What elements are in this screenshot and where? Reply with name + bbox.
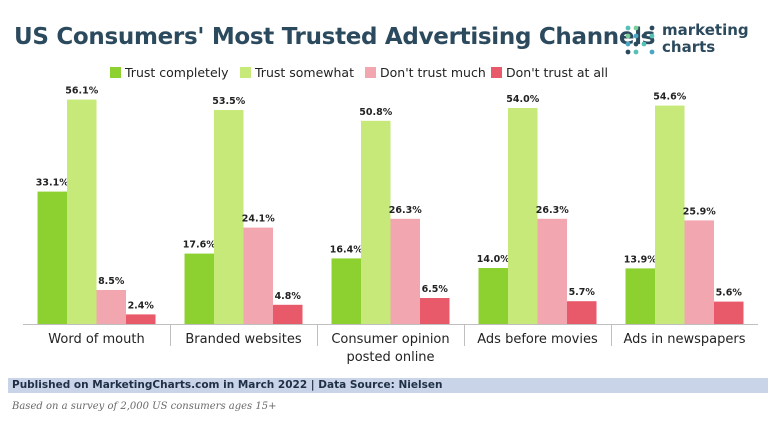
bar-dont-trust-at-all [714, 301, 744, 324]
bar-dont-trust-at-all [126, 314, 156, 324]
bar-trust-somewhat [361, 120, 391, 324]
legend-swatch [240, 67, 251, 78]
data-label: 6.5% [422, 284, 449, 295]
legend-label: Don't trust at all [506, 65, 608, 80]
logo-dot [649, 25, 655, 31]
logo-text: marketing charts [662, 22, 762, 56]
category-label: Word of mouth [48, 332, 144, 347]
legend-swatch [110, 67, 121, 78]
logo-dots-icon [625, 25, 655, 55]
category-label: Branded websites [185, 332, 301, 347]
legend-swatch [365, 67, 376, 78]
chart-legend: Trust completely Trust somewhat Don't trus… [0, 64, 778, 82]
data-label: 26.3% [536, 205, 569, 216]
data-label: 16.4% [330, 244, 363, 255]
data-label: 5.7% [569, 287, 596, 298]
logo-line-2: charts [662, 38, 716, 56]
category-label: Ads in newspapers [623, 332, 745, 347]
bar-trust-completely [184, 253, 214, 324]
logo-dot [641, 41, 647, 47]
category-label: Ads before movies [477, 332, 598, 347]
data-label: 56.1% [65, 86, 98, 97]
bar-dont-trust-at-all [567, 301, 597, 324]
data-label: 26.3% [389, 205, 422, 216]
bar-trust-completely [478, 268, 508, 324]
bar-chart: 33.1% 56.1% 8.5% 2.4% Word of mouth 17.6% 53.5… [23, 86, 758, 365]
bar-dont-trust-much [684, 220, 714, 324]
legend-label: Don't trust much [380, 65, 486, 80]
bar-dont-trust-much [537, 218, 567, 324]
chart-title: US Consumers' Most Trusted Advertising C… [14, 24, 656, 50]
data-label: 25.9% [683, 206, 716, 217]
bar-trust-somewhat [655, 105, 685, 324]
category-label: Consumer opinion posted online [331, 332, 449, 365]
data-label: 13.9% [624, 254, 657, 265]
bar-dont-trust-much [96, 290, 126, 324]
source-line: Published on MarketingCharts.com in Marc… [12, 379, 443, 391]
bar-trust-completely [331, 258, 361, 324]
bar-trust-somewhat [214, 110, 244, 324]
data-label: 8.5% [98, 276, 125, 287]
data-label: 54.6% [653, 92, 686, 103]
bar-dont-trust-at-all [420, 298, 450, 324]
data-label: 5.6% [716, 288, 743, 299]
logo-line-1: marketing [662, 21, 749, 39]
logo-dot [641, 33, 647, 39]
data-label: 14.0% [477, 254, 510, 265]
legend-label: Trust completely [125, 65, 229, 80]
logo-dot [649, 49, 655, 55]
logo-dot [625, 41, 631, 47]
logo-dot [633, 25, 639, 31]
logo-dot [625, 33, 631, 39]
marketingcharts-logo: marketing charts [624, 22, 764, 64]
logo-dot [633, 41, 639, 47]
data-label: 2.4% [128, 300, 155, 311]
data-label: 53.5% [212, 96, 245, 107]
logo-dot [633, 33, 639, 39]
bar-dont-trust-much [390, 218, 420, 324]
data-label: 4.8% [275, 291, 302, 302]
bar-trust-completely [37, 191, 67, 324]
bar-trust-somewhat [67, 99, 97, 324]
bar-trust-completely [625, 268, 655, 324]
bar-trust-somewhat [508, 108, 538, 324]
data-label: 24.1% [242, 214, 275, 225]
data-label: 50.8% [359, 107, 392, 118]
legend-label: Trust somewhat [255, 65, 354, 80]
survey-note: Based on a survey of 2,000 US consumers … [12, 401, 277, 412]
legend-swatch [491, 67, 502, 78]
logo-dot [625, 49, 631, 55]
data-label: 17.6% [183, 240, 216, 251]
data-label: 33.1% [36, 178, 69, 189]
footer-bar: Published on MarketingCharts.com in Marc… [8, 378, 768, 393]
bar-dont-trust-at-all [273, 304, 303, 324]
data-label: 54.0% [506, 94, 539, 105]
logo-dot [649, 33, 655, 39]
logo-dot [625, 25, 631, 31]
logo-dot [633, 49, 639, 55]
bar-dont-trust-much [243, 227, 273, 324]
